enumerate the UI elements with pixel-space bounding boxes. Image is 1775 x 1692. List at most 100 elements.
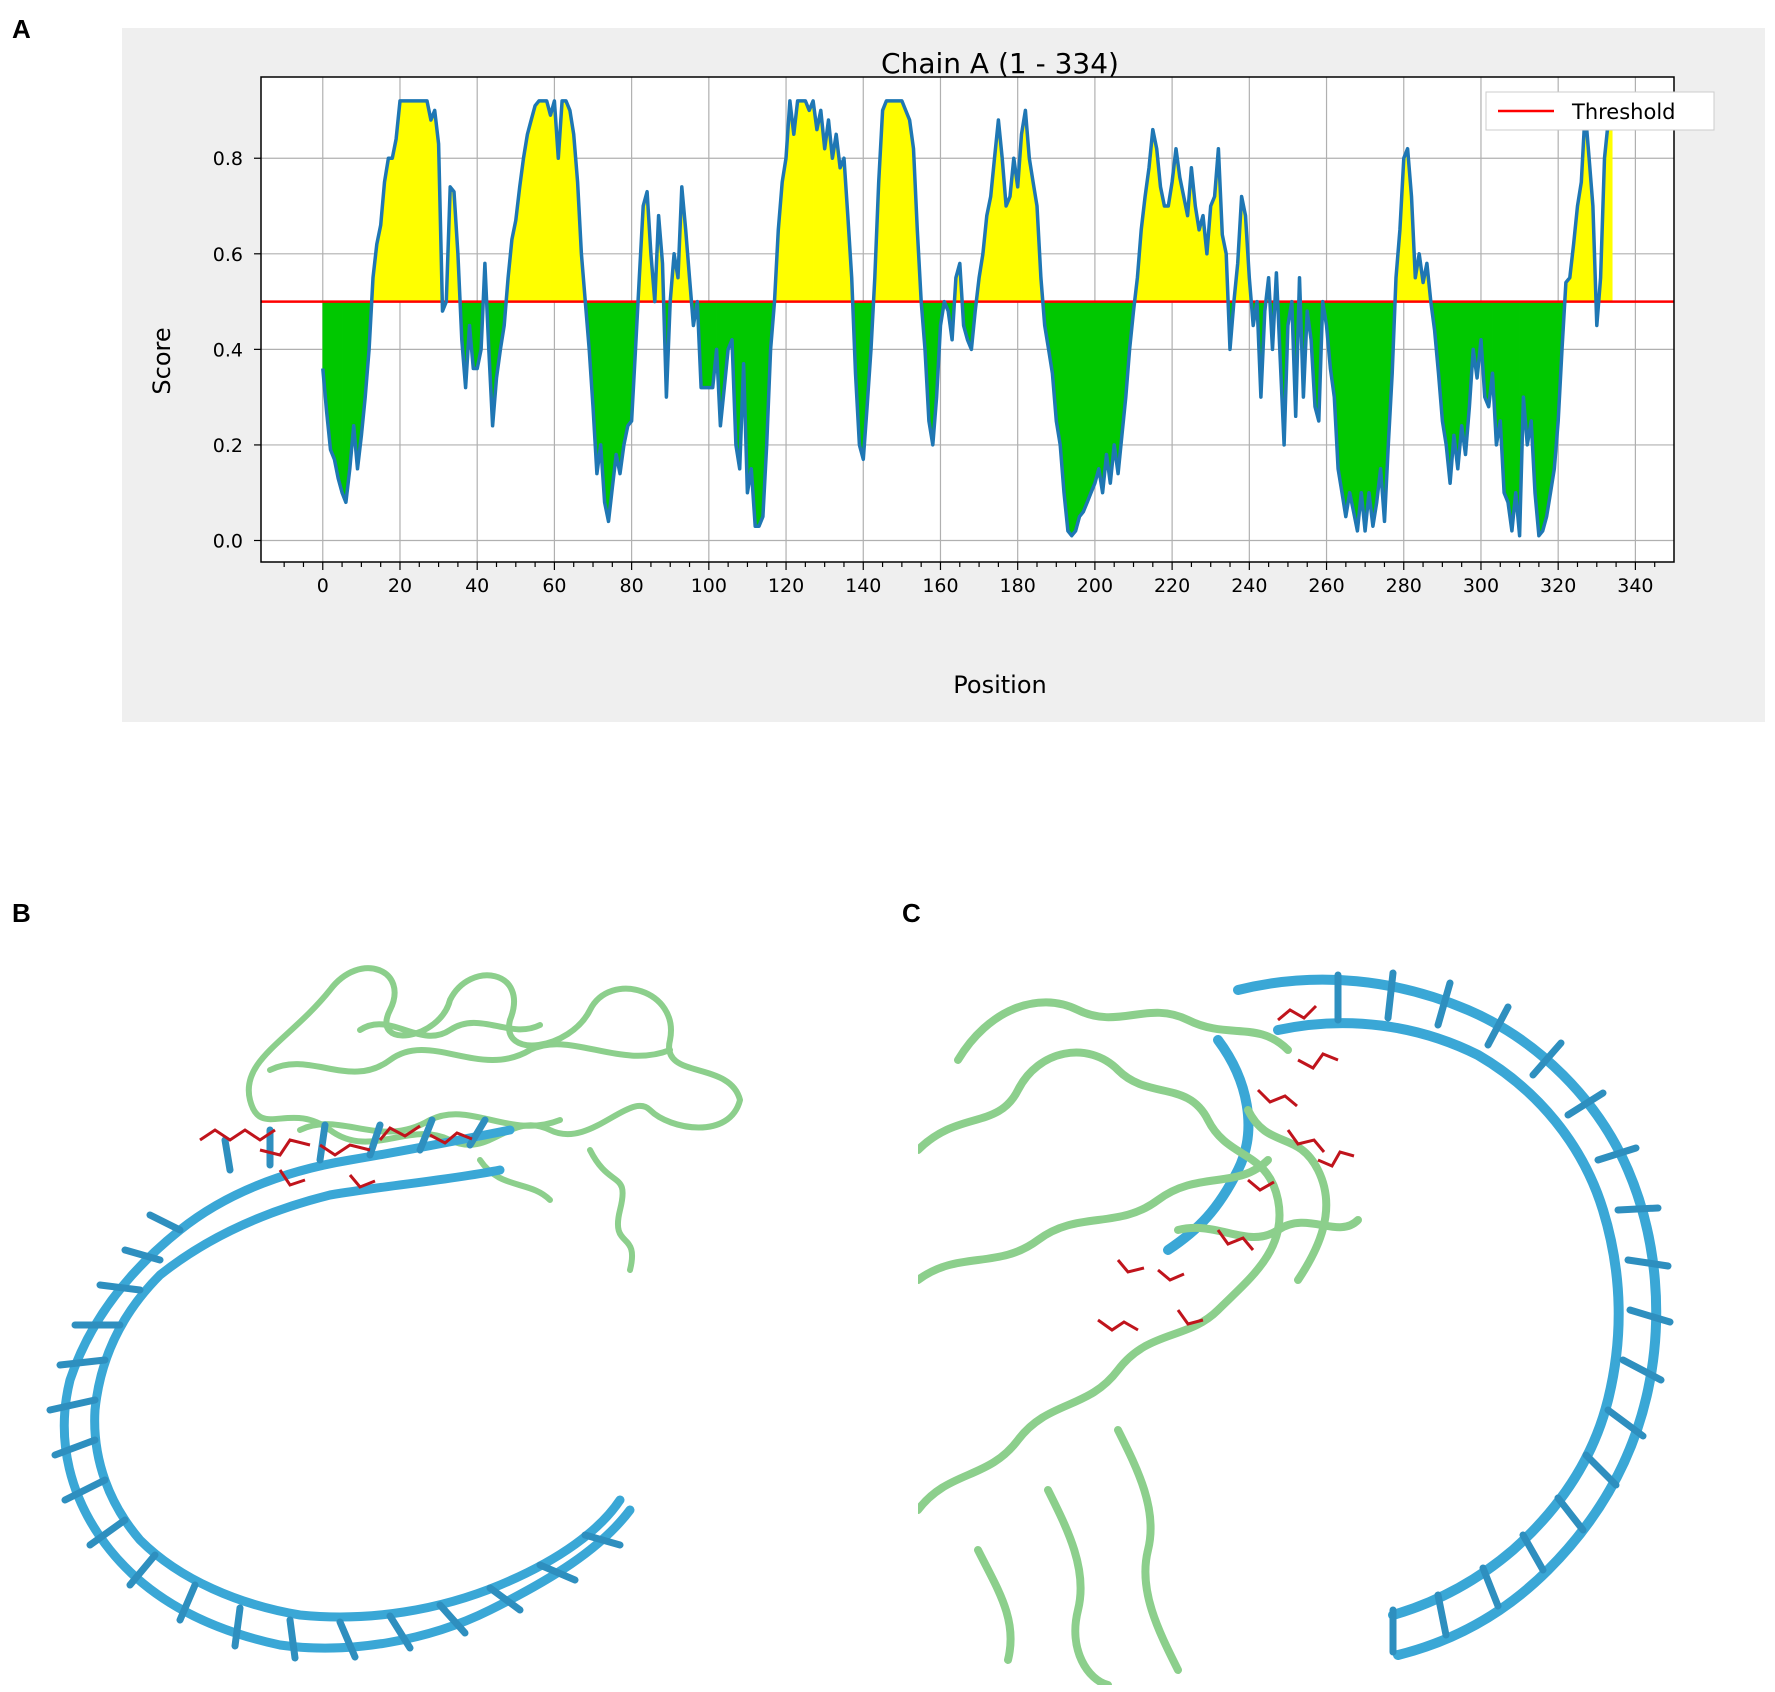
- x-axis-title: Position: [953, 671, 1046, 699]
- area-above-threshold: [797, 100, 802, 302]
- area-above-threshold: [897, 100, 903, 302]
- area-below-threshold: [1349, 301, 1354, 512]
- area-below-threshold: [1090, 301, 1096, 493]
- legend: Threshold: [1485, 91, 1715, 131]
- area-below-threshold: [623, 301, 629, 445]
- area-above-threshold: [388, 157, 393, 302]
- area-above-threshold: [1164, 205, 1169, 302]
- x-tick-label: 280: [1386, 575, 1422, 597]
- area-below-threshold: [615, 301, 621, 474]
- panel-label-b: B: [12, 898, 31, 928]
- area-below-threshold: [1083, 301, 1088, 512]
- green-chain-b: [245, 965, 743, 1273]
- x-tick-label: 120: [768, 575, 804, 597]
- area-above-threshold: [415, 100, 420, 302]
- panel-label-c: C: [902, 898, 921, 928]
- area-above-threshold: [565, 100, 571, 302]
- area-below-threshold: [704, 301, 710, 388]
- area-above-threshold: [422, 100, 428, 302]
- blue-chain-b: [59, 1125, 635, 1653]
- area-above-threshold: [399, 100, 405, 302]
- area-above-threshold: [411, 100, 416, 302]
- blue-ribbon-strands-c: [1334, 969, 1674, 1656]
- y-tick-label: 0.8: [213, 148, 243, 170]
- area-below-threshold: [708, 301, 713, 388]
- area-below-threshold: [1086, 301, 1092, 503]
- area-below-threshold: [1538, 301, 1544, 537]
- score-chart: 0 20 40 60 80 100 120 140 160 180 200 220 240 260 280 3…: [148, 47, 1715, 699]
- area-below-threshold: [1546, 301, 1551, 517]
- area-above-threshold: [1005, 196, 1011, 302]
- score-line: [321, 99, 1613, 538]
- area-above-threshold: [534, 100, 540, 302]
- area-above-threshold: [546, 100, 551, 302]
- x-tick-label: 320: [1540, 575, 1576, 597]
- x-tick-label: 200: [1077, 575, 1113, 597]
- x-tick-label: 220: [1154, 575, 1190, 597]
- x-tick-label: 340: [1617, 575, 1653, 597]
- area-above-threshold: [905, 110, 910, 302]
- x-tick-label: 140: [845, 575, 881, 597]
- area-above-threshold: [561, 100, 567, 302]
- y-tick-label: 0.6: [213, 244, 243, 266]
- x-tick-label: 260: [1308, 575, 1344, 597]
- green-chain-c: [918, 998, 1362, 1685]
- area-below-threshold: [1507, 301, 1513, 531]
- area-above-threshold: [527, 119, 532, 302]
- y-tick-label: 0.0: [213, 530, 243, 552]
- ligand-b: [199, 1124, 473, 1189]
- area-above-threshold: [1608, 119, 1613, 302]
- area-above-threshold: [550, 100, 555, 302]
- area-below-threshold: [1098, 301, 1103, 493]
- area-above-threshold: [542, 100, 547, 302]
- area-below-threshold: [758, 301, 764, 527]
- area-above-threshold: [805, 100, 810, 302]
- x-tick-label: 160: [922, 575, 958, 597]
- area-above-threshold: [530, 105, 536, 302]
- area-above-threshold: [801, 100, 806, 302]
- area-above-threshold: [418, 100, 424, 302]
- area-below-threshold: [334, 301, 339, 479]
- area-below-threshold: [1542, 301, 1547, 532]
- x-tick-label: 20: [388, 575, 412, 597]
- area-above-threshold: [538, 100, 544, 302]
- protein-structure-c: [918, 969, 1674, 1685]
- area-below-threshold: [330, 301, 335, 460]
- area-below-threshold: [1094, 301, 1100, 484]
- area-below-threshold: [1341, 301, 1347, 517]
- area-below-threshold: [754, 301, 760, 527]
- chart-title: Chain A (1 - 334): [881, 47, 1119, 80]
- area-above-threshold: [426, 100, 432, 302]
- x-tick-label: 300: [1463, 575, 1499, 597]
- legend-threshold-label: Threshold: [1571, 100, 1676, 124]
- area-above-threshold: [430, 110, 436, 302]
- y-tick-label: 0.4: [213, 339, 243, 361]
- area-below-threshold: [1075, 301, 1080, 532]
- x-tick-label: 0: [317, 575, 329, 597]
- area-below-threshold: [1071, 301, 1076, 537]
- ligand-c: [1097, 1004, 1355, 1332]
- area-above-threshold: [391, 139, 397, 302]
- area-below-threshold: [1079, 301, 1084, 518]
- area-above-threshold: [889, 100, 895, 302]
- x-tick-label: 80: [620, 575, 644, 597]
- area-below-threshold: [1345, 301, 1350, 517]
- protein-structure-b: [46, 965, 743, 1662]
- score-line-layer: [321, 99, 1613, 538]
- panel-label-a: A: [12, 14, 31, 44]
- y-axis-title: Score: [148, 327, 176, 394]
- x-tick-label: 240: [1231, 575, 1267, 597]
- area-above-threshold: [407, 100, 412, 302]
- x-tick-label: 60: [542, 575, 566, 597]
- blue-chain-c: [1163, 974, 1662, 1660]
- area-below-threshold: [1067, 301, 1073, 537]
- x-tick-label: 100: [691, 575, 727, 597]
- area-above-threshold: [901, 100, 907, 302]
- blue-ribbon-strands-b: [46, 1116, 624, 1662]
- area-above-threshold: [839, 158, 845, 302]
- area-above-threshold: [808, 100, 814, 302]
- ticks: 0 20 40 60 80 100 120 140 160 180 200 220 240 260 280 3…: [213, 148, 1656, 597]
- y-tick-label: 0.2: [213, 435, 243, 457]
- plot-frame: [260, 76, 1675, 563]
- area-above-threshold: [403, 100, 409, 302]
